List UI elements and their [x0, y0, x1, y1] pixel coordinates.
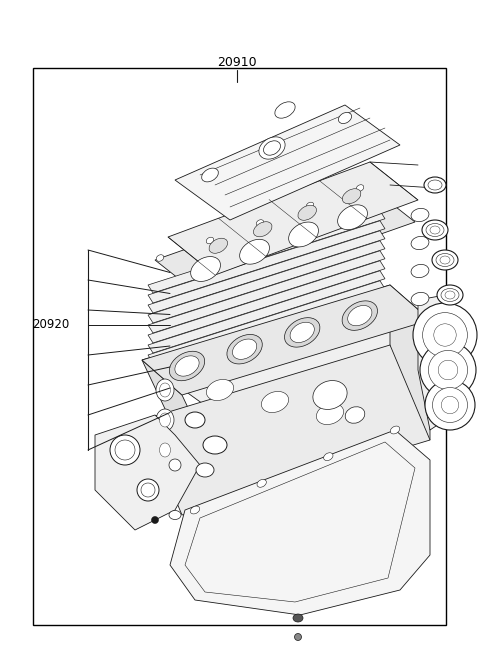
Polygon shape	[175, 105, 400, 220]
Ellipse shape	[432, 388, 468, 422]
Ellipse shape	[438, 360, 458, 380]
Ellipse shape	[298, 205, 316, 220]
Polygon shape	[148, 240, 385, 323]
Ellipse shape	[342, 301, 377, 330]
Ellipse shape	[390, 426, 400, 434]
Polygon shape	[95, 415, 200, 530]
Ellipse shape	[425, 380, 475, 430]
Polygon shape	[148, 221, 385, 303]
Ellipse shape	[253, 221, 272, 237]
Ellipse shape	[413, 303, 477, 367]
Ellipse shape	[342, 189, 361, 204]
Ellipse shape	[426, 223, 444, 237]
Ellipse shape	[432, 250, 458, 270]
Polygon shape	[142, 360, 222, 480]
Ellipse shape	[110, 435, 140, 465]
Ellipse shape	[348, 306, 372, 326]
Ellipse shape	[264, 141, 280, 155]
Ellipse shape	[422, 313, 468, 357]
Ellipse shape	[324, 453, 333, 461]
Polygon shape	[148, 261, 385, 343]
Ellipse shape	[337, 205, 367, 230]
Ellipse shape	[191, 257, 220, 281]
Polygon shape	[168, 162, 418, 275]
Ellipse shape	[411, 237, 429, 250]
Ellipse shape	[169, 351, 204, 380]
Ellipse shape	[256, 219, 264, 226]
Polygon shape	[148, 251, 385, 333]
Polygon shape	[148, 211, 385, 293]
Polygon shape	[155, 185, 415, 297]
Ellipse shape	[152, 516, 158, 524]
Ellipse shape	[316, 403, 344, 424]
Polygon shape	[142, 345, 430, 515]
Ellipse shape	[209, 238, 228, 254]
Polygon shape	[170, 430, 430, 615]
Ellipse shape	[434, 324, 456, 346]
Ellipse shape	[436, 254, 454, 267]
Text: 20920: 20920	[32, 319, 69, 332]
Ellipse shape	[428, 180, 442, 190]
Ellipse shape	[240, 239, 269, 264]
Polygon shape	[390, 285, 430, 440]
Ellipse shape	[115, 440, 135, 460]
Ellipse shape	[424, 177, 446, 193]
Ellipse shape	[313, 380, 347, 409]
Ellipse shape	[411, 292, 429, 306]
Ellipse shape	[202, 168, 218, 182]
Ellipse shape	[411, 208, 429, 221]
Ellipse shape	[191, 506, 200, 514]
Ellipse shape	[185, 412, 205, 428]
Text: 20910: 20910	[217, 57, 257, 70]
Ellipse shape	[137, 479, 159, 501]
Polygon shape	[418, 295, 465, 430]
Ellipse shape	[232, 339, 257, 359]
Ellipse shape	[293, 614, 303, 622]
Ellipse shape	[356, 185, 364, 191]
Ellipse shape	[290, 322, 314, 342]
Ellipse shape	[338, 112, 351, 124]
Ellipse shape	[428, 350, 468, 390]
Ellipse shape	[169, 459, 181, 471]
Ellipse shape	[141, 483, 155, 497]
Ellipse shape	[175, 356, 199, 376]
Ellipse shape	[420, 342, 476, 398]
Ellipse shape	[430, 226, 440, 234]
Ellipse shape	[275, 102, 295, 118]
Ellipse shape	[345, 407, 365, 423]
Ellipse shape	[206, 380, 234, 401]
Polygon shape	[142, 285, 430, 395]
Ellipse shape	[159, 443, 170, 457]
Ellipse shape	[159, 413, 170, 427]
Ellipse shape	[159, 383, 170, 397]
Ellipse shape	[285, 318, 320, 347]
Ellipse shape	[437, 285, 463, 305]
Ellipse shape	[441, 288, 459, 302]
Ellipse shape	[445, 291, 455, 299]
Ellipse shape	[259, 137, 285, 159]
Ellipse shape	[306, 202, 314, 209]
Ellipse shape	[227, 334, 262, 364]
Polygon shape	[148, 281, 385, 363]
Ellipse shape	[156, 439, 174, 461]
Ellipse shape	[206, 237, 214, 244]
Polygon shape	[148, 271, 385, 353]
Polygon shape	[142, 285, 430, 445]
Ellipse shape	[262, 392, 288, 413]
Ellipse shape	[196, 463, 214, 477]
Bar	[33, 68, 446, 625]
Polygon shape	[148, 231, 385, 313]
Ellipse shape	[288, 222, 318, 247]
Ellipse shape	[295, 633, 301, 641]
Ellipse shape	[440, 256, 450, 264]
Ellipse shape	[441, 396, 459, 414]
Ellipse shape	[411, 264, 429, 278]
Ellipse shape	[156, 379, 174, 401]
Ellipse shape	[422, 220, 448, 240]
Ellipse shape	[156, 409, 174, 431]
Ellipse shape	[257, 480, 266, 487]
Ellipse shape	[156, 255, 164, 261]
Ellipse shape	[169, 510, 181, 520]
Ellipse shape	[203, 436, 227, 454]
